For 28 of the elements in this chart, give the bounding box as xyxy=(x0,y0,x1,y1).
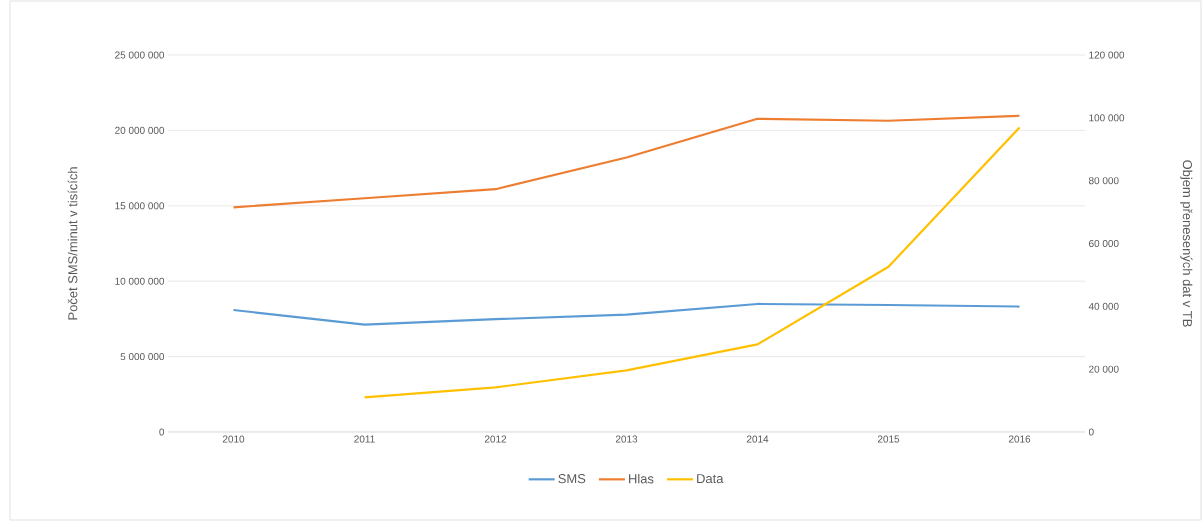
y-tick-label: 5 000 000 xyxy=(120,353,165,361)
legend-label: Data xyxy=(697,474,724,484)
y2-tick-label: 80 000 xyxy=(1088,177,1119,185)
x-tick-label: 2015 xyxy=(877,435,900,443)
y-tick-label: 25 000 000 xyxy=(115,51,165,59)
y-tick-label: 0 xyxy=(159,428,165,436)
x-tick-label: 2011 xyxy=(354,435,375,443)
y2-tick-label: 100 000 xyxy=(1089,114,1125,122)
y2-tick-label: 60 000 xyxy=(1089,239,1119,248)
y-tick-label: 15 000 000 xyxy=(115,202,165,210)
y2-tick-label: 120 000 xyxy=(1089,51,1125,59)
line-series xyxy=(232,114,1021,209)
x-tick-label: 2010 xyxy=(222,435,245,443)
y-axis-title: Počet SMS/minut v tisících xyxy=(67,167,78,320)
legend-label: SMS xyxy=(558,474,586,484)
y-tick-label: 20 000 000 xyxy=(115,126,165,134)
x-tick-label: 2013 xyxy=(615,435,638,443)
legend-label: Hlas xyxy=(629,473,654,484)
line-series xyxy=(363,126,1021,399)
y2-tick-label: 40 000 xyxy=(1088,302,1119,310)
line-series xyxy=(232,302,1021,326)
y2-axis-title: Objem přenesených dat v TB xyxy=(1180,160,1193,327)
y-tick-label: 10 000 000 xyxy=(115,277,165,285)
x-tick-label: 2014 xyxy=(746,435,769,443)
y2-tick-label: 0 xyxy=(1088,428,1094,436)
y2-tick-label: 20 000 xyxy=(1089,365,1119,373)
x-tick-label: 2012 xyxy=(484,435,507,443)
x-tick-label: 2016 xyxy=(1008,435,1031,443)
